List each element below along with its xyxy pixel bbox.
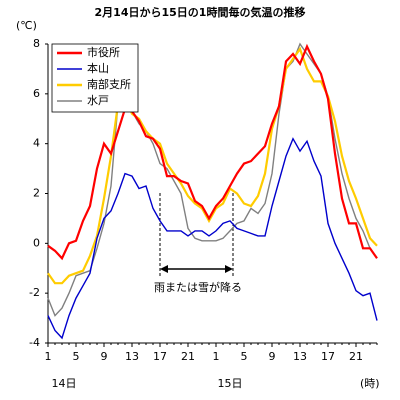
legend-label: 南部支所 [87, 77, 131, 91]
y-tick-label: 6 [33, 87, 40, 100]
y-tick-label: -4 [29, 336, 40, 349]
x-tick-label: 1 [213, 350, 220, 363]
x-tick-label: 5 [241, 350, 248, 363]
annotation: 雨または雪が降る [154, 280, 242, 294]
legend-label: 市役所 [87, 45, 120, 59]
x-tick-label: 21 [181, 350, 195, 363]
x-tick-label: 13 [125, 350, 139, 363]
series-line [47, 137, 378, 340]
day-label: 14日 [52, 377, 77, 390]
arrow-heads [160, 265, 233, 273]
series-line [47, 46, 378, 285]
x-tick-label: 1 [45, 350, 52, 363]
day-label: 15日 [218, 377, 243, 390]
x-axis-label: (時) [360, 377, 380, 390]
x-tick-label: 5 [73, 350, 80, 363]
legend-label: 水戸 [87, 94, 109, 107]
series-line [47, 43, 378, 261]
y-tick-label: 0 [33, 236, 40, 249]
y-tick-label: 2 [33, 187, 40, 200]
x-tick-label: 17 [153, 350, 167, 363]
legend-label: 本山 [87, 61, 109, 75]
y-tick-label: 8 [33, 37, 40, 50]
x-tick-label: 21 [349, 350, 363, 363]
x-tick-label: 9 [101, 350, 108, 363]
x-tick-label: 17 [321, 350, 335, 363]
y-axis-label: (℃) [16, 19, 37, 32]
y-tick-label: -2 [29, 286, 40, 299]
x-tick-label: 13 [293, 350, 307, 363]
x-tick-label: 9 [269, 350, 276, 363]
chart-title: 2月14日から15日の1時間毎の気温の推移 [95, 5, 306, 19]
y-tick-label: 4 [33, 137, 40, 150]
